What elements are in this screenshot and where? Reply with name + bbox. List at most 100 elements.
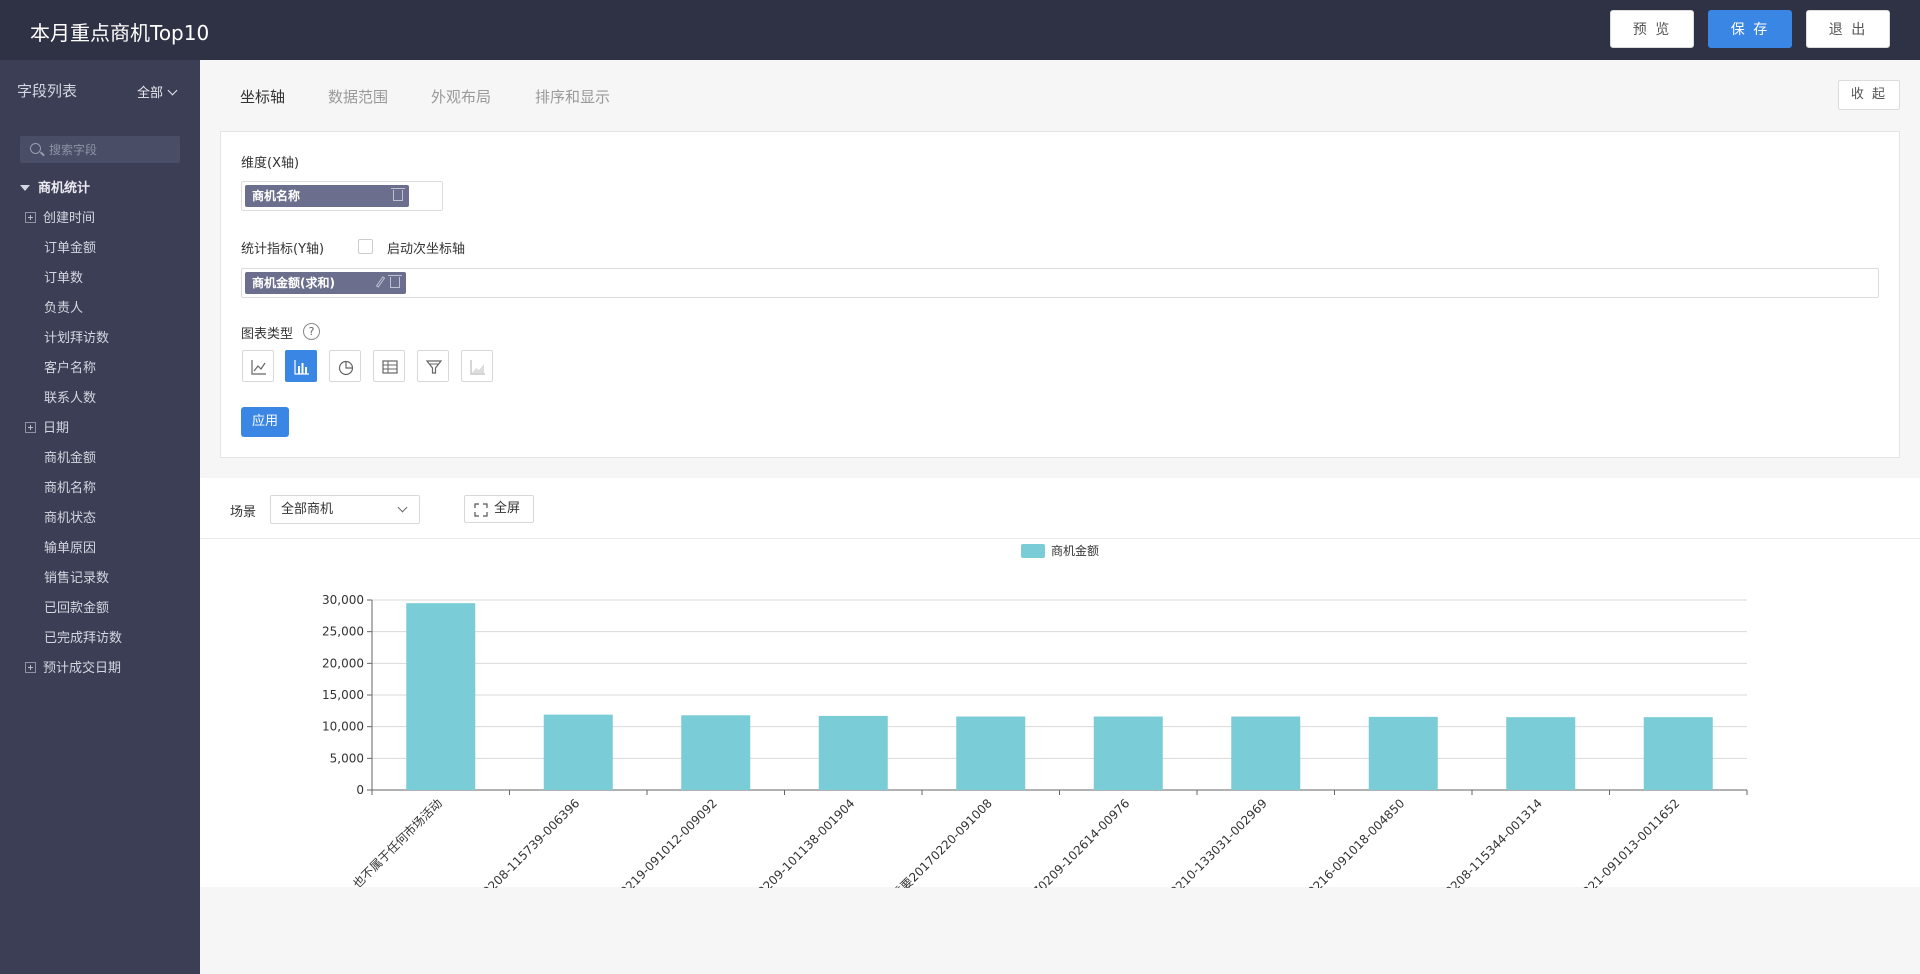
y-field-pill[interactable]: 商机金额(求和) [245, 272, 406, 294]
chart-type-label: 图表类型 [241, 327, 294, 342]
sidebar-field-label: 日期 [43, 421, 70, 436]
chart-type-bar[interactable] [285, 350, 317, 382]
chart-type-pie[interactable] [329, 350, 361, 382]
fullscreen-label: 全屏 [494, 501, 521, 516]
sidebar-field-item[interactable]: 输单原因 [44, 537, 96, 556]
sidebar-field-item[interactable]: 负责人 [44, 297, 83, 316]
chart-type-area[interactable] [461, 350, 493, 382]
save-button[interactable]: 保 存 [1708, 10, 1792, 48]
sidebar-field-item[interactable]: 预计成交日期 [25, 657, 121, 676]
x-axis-label: 维度(X轴) [241, 156, 300, 171]
apply-button[interactable]: 应用 [241, 407, 289, 437]
x-tick-label: 70209-101138-001904 [750, 796, 858, 888]
sidebar-field-label: 订单金额 [44, 241, 97, 256]
sidebar-field-label: 商机状态 [44, 511, 97, 526]
expand-plus-icon[interactable] [25, 422, 36, 433]
chevron-down-icon [397, 502, 408, 513]
x-tick-label: 70208-115344-001314 [1437, 796, 1545, 888]
field-search[interactable] [20, 136, 180, 163]
sidebar-field-item[interactable]: 联系人数 [44, 387, 96, 406]
chart-type-line[interactable] [242, 350, 274, 382]
x-tick-label: 70219-091012-009092 [612, 796, 720, 888]
preview-button[interactable]: 预 览 [1610, 10, 1694, 48]
bar [681, 715, 751, 790]
scene-select[interactable]: 全部商机 [270, 495, 420, 524]
bar-chart: 商机金额 0 5,000 10,000 15,000 20,000 25,000 30,000… [322, 543, 1748, 888]
bar [1368, 716, 1438, 790]
y-axis-dropzone[interactable]: 商机金额(求和) [241, 268, 1879, 298]
y-tick-label: 15,000 [322, 688, 364, 702]
sidebar-field-label: 计划拜访数 [44, 331, 110, 346]
bar [543, 714, 613, 790]
field-search-input[interactable] [49, 136, 174, 163]
area-chart-icon [470, 360, 485, 375]
sidebar-field-item[interactable]: 客户名称 [44, 357, 96, 376]
exit-button[interactable]: 退 出 [1806, 10, 1890, 48]
tab-sort-display[interactable]: 排序和显示 [535, 88, 611, 106]
y-tick-label: 25,000 [322, 625, 364, 639]
bar [1093, 716, 1163, 790]
sidebar-field-item[interactable]: 计划拜访数 [44, 327, 109, 346]
y-field-label: 商机金额(求和) [252, 276, 335, 290]
x-field-pill[interactable]: 商机名称 [245, 185, 409, 207]
help-icon[interactable]: ? [303, 323, 320, 340]
trash-icon[interactable] [391, 188, 405, 201]
x-axis-dropzone[interactable]: 商机名称 [241, 181, 443, 211]
tab-data-range[interactable]: 数据范围 [328, 88, 389, 106]
tab-axis[interactable]: 坐标轴 [240, 88, 286, 106]
page-title: 本月重点商机Top10 [30, 21, 210, 45]
sidebar-field-label: 负责人 [44, 301, 84, 316]
sidebar-field-item[interactable]: 日期 [25, 417, 69, 436]
pie-chart-icon [338, 360, 354, 376]
edit-icon[interactable] [375, 276, 386, 288]
sidebar-field-item[interactable]: 销售记录数 [44, 567, 109, 586]
sidebar-field-item[interactable]: 已完成拜访数 [44, 627, 122, 646]
sidebar-field-label: 创建时间 [43, 211, 96, 226]
y-tick-label: 30,000 [322, 593, 364, 607]
x-field-label: 商机名称 [252, 189, 301, 203]
tab-appearance[interactable]: 外观布局 [431, 88, 492, 106]
y-tick-label: 10,000 [322, 720, 364, 734]
secondary-axis-checkbox[interactable] [358, 239, 373, 254]
sidebar-field-label: 输单原因 [44, 541, 97, 556]
x-tick-label: 170209-102614-00976 [1025, 796, 1133, 888]
chart-type-funnel[interactable] [417, 350, 449, 382]
chart-type-table[interactable] [373, 350, 405, 382]
bar [406, 603, 476, 790]
bar [818, 715, 888, 790]
expand-plus-icon[interactable] [25, 662, 36, 673]
search-icon [30, 143, 41, 154]
expand-plus-icon[interactable] [25, 212, 36, 223]
field-list-sidebar: 字段列表 全部 商机统计 创建时间订单金额订单数负责人计划拜访数客户名称联系人数… [0, 60, 200, 974]
tree-root-group[interactable]: 商机统计 [20, 177, 90, 196]
sidebar-field-label: 商机名称 [44, 481, 97, 496]
fullscreen-icon [474, 503, 488, 517]
sidebar-field-label: 客户名称 [44, 361, 97, 376]
bar [1231, 716, 1301, 790]
sidebar-field-label: 联系人数 [44, 391, 97, 406]
sidebar-field-item[interactable]: 已回款金额 [44, 597, 109, 616]
bar-chart-icon [294, 360, 309, 375]
secondary-axis-label: 启动次坐标轴 [387, 242, 466, 257]
trash-icon[interactable] [388, 275, 402, 288]
field-list-title: 字段列表 [17, 82, 78, 100]
bar [956, 716, 1026, 790]
chevron-down-icon [167, 85, 178, 96]
y-tick-label: 5,000 [330, 751, 364, 765]
x-tick-label: 重要20170220-091008 [889, 796, 995, 888]
x-tick-label: 70210-133031-002969 [1162, 796, 1270, 888]
field-filter-dropdown[interactable]: 全部 [137, 82, 178, 101]
sidebar-field-item[interactable]: 商机金额 [44, 447, 96, 466]
legend-label: 商机金额 [1051, 543, 1099, 558]
sidebar-field-item[interactable]: 订单金额 [44, 237, 96, 256]
y-tick-label: 0 [356, 783, 364, 797]
sidebar-field-label: 商机金额 [44, 451, 97, 466]
sidebar-field-item[interactable]: 商机名称 [44, 477, 96, 496]
sidebar-field-item[interactable]: 订单数 [44, 267, 83, 286]
y-axis-label: 统计指标(Y轴) [241, 242, 325, 257]
sidebar-field-item[interactable]: 创建时间 [25, 207, 95, 226]
fullscreen-button[interactable]: 全屏 [464, 495, 534, 523]
sidebar-field-item[interactable]: 商机状态 [44, 507, 96, 526]
collapse-button[interactable]: 收 起 [1838, 80, 1900, 110]
chart-area: 商机金额 0 5,000 10,000 15,000 20,000 25,000 30,000… [200, 538, 1920, 888]
